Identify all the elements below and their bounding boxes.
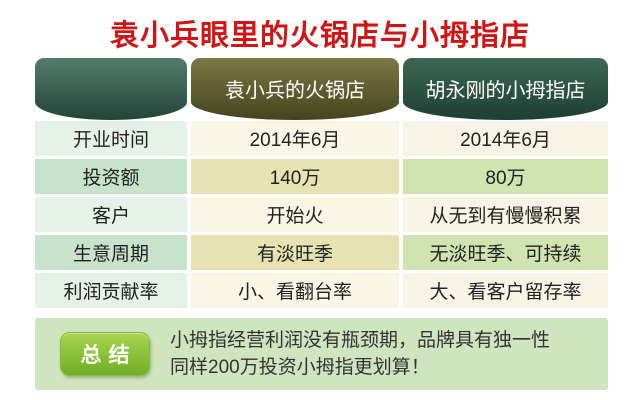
xiaomuzhi-value: 80万 xyxy=(403,159,608,194)
summary-panel: 总结 小拇指经营利润没有瓶颈期，品牌具有独一性 同样200万投资小拇指更划算！ xyxy=(35,318,608,390)
table-row-opening-time: 开业时间 2014年6月 2014年6月 xyxy=(35,121,608,156)
table-row-business-cycle: 生意周期 有淡旺季 无淡旺季、可持续 xyxy=(35,235,608,270)
header-cell-hotpot-shop: 袁小兵的火锅店 xyxy=(191,58,399,120)
hotpot-value: 有淡旺季 xyxy=(191,235,399,270)
xiaomuzhi-value: 从无到有慢慢积累 xyxy=(403,197,608,232)
header-cell-xiaomuzhi-shop: 胡永刚的小拇指店 xyxy=(403,58,608,120)
row-label: 生意周期 xyxy=(35,235,187,270)
row-label: 利润贡献率 xyxy=(35,273,187,308)
hotpot-value: 小、看翻台率 xyxy=(191,273,399,308)
table-row-investment: 投资额 140万 80万 xyxy=(35,159,608,194)
table-body: 开业时间 2014年6月 2014年6月 投资额 140万 80万 客户 开始火… xyxy=(35,121,608,308)
xiaomuzhi-value: 2014年6月 xyxy=(403,121,608,156)
row-label: 投资额 xyxy=(35,159,187,194)
row-label: 开业时间 xyxy=(35,121,187,156)
summary-line-2: 同样200万投资小拇指更划算！ xyxy=(170,357,430,378)
summary-line-1: 小拇指经营利润没有瓶颈期，品牌具有独一性 xyxy=(170,330,551,351)
hotpot-value: 2014年6月 xyxy=(191,121,399,156)
xiaomuzhi-value: 大、看客户留存率 xyxy=(403,273,608,308)
comparison-table: 袁小兵的火锅店 胡永刚的小拇指店 开业时间 2014年6月 2014年6月 投资… xyxy=(35,58,608,311)
row-label: 客户 xyxy=(35,197,187,232)
xiaomuzhi-value: 无淡旺季、可持续 xyxy=(403,235,608,270)
summary-badge: 总结 xyxy=(60,332,150,376)
table-header-row: 袁小兵的火锅店 胡永刚的小拇指店 xyxy=(35,58,608,120)
header-cell-empty xyxy=(35,58,187,120)
page-title: 袁小兵眼里的火锅店与小拇指店 xyxy=(109,20,530,52)
table-row-profit-contribution: 利润贡献率 小、看翻台率 大、看客户留存率 xyxy=(35,273,608,308)
hotpot-value: 开始火 xyxy=(191,197,399,232)
summary-text: 小拇指经营利润没有瓶颈期，品牌具有独一性 同样200万投资小拇指更划算！ xyxy=(170,327,550,381)
table-row-customers: 客户 开始火 从无到有慢慢积累 xyxy=(35,197,608,232)
hotpot-value: 140万 xyxy=(191,159,399,194)
